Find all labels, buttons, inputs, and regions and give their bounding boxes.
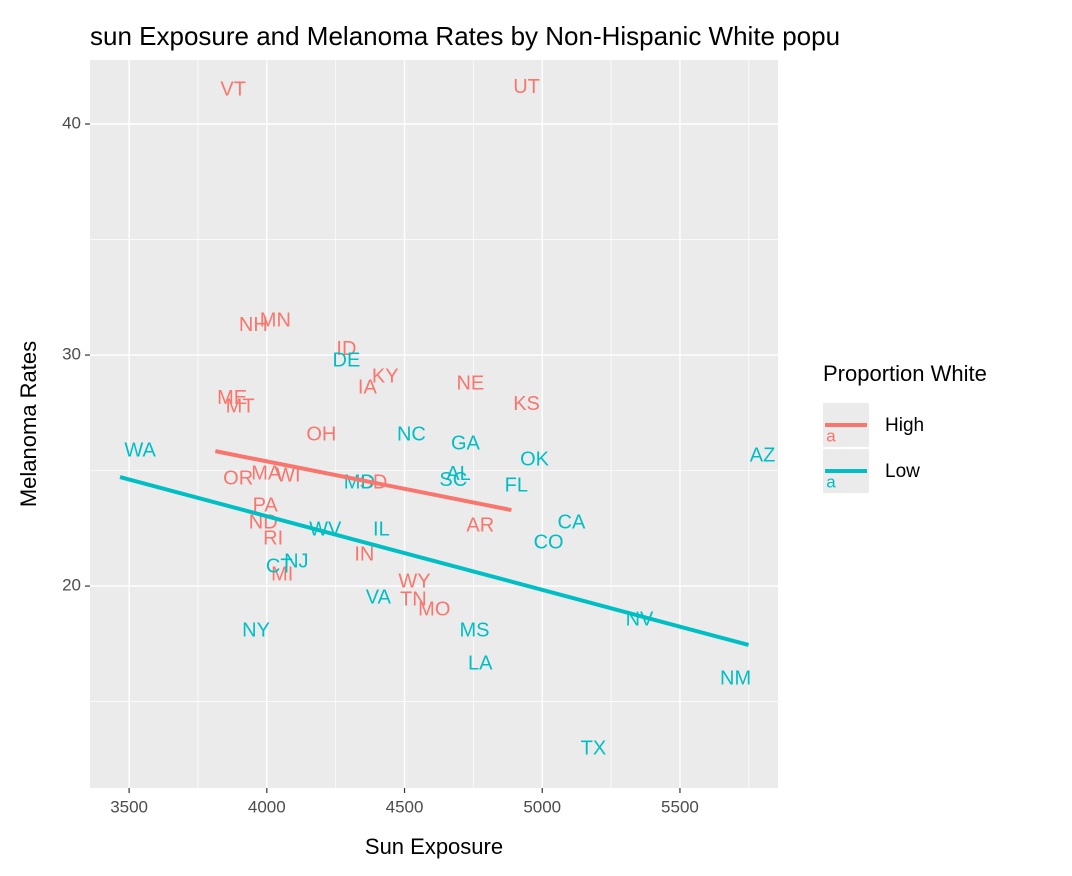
point-label: TX <box>581 737 607 759</box>
x-tick-label: 4000 <box>248 797 286 816</box>
legend-label: High <box>885 415 924 436</box>
point-label: MS <box>459 619 489 641</box>
point-label: NY <box>242 619 270 641</box>
point-label: CA <box>558 511 586 533</box>
point-label: ID <box>336 338 356 360</box>
fit-line <box>214 449 512 513</box>
point-label: SC <box>439 469 467 491</box>
point-label: MO <box>418 598 450 620</box>
y-axis-title: Melanoma Rates <box>16 341 41 507</box>
y-tick-label: 40 <box>62 113 81 132</box>
point-label: UT <box>513 76 540 98</box>
point-label: IN <box>354 543 374 565</box>
legend-glyph: a <box>826 472 836 491</box>
point-label: WI <box>276 464 300 486</box>
point-label: OH <box>306 423 336 445</box>
point-label: ME <box>217 387 247 409</box>
legend-glyph: a <box>826 426 836 445</box>
x-axis-title: Sun Exposure <box>365 834 503 859</box>
chart-title: sun Exposure and Melanoma Rates by Non-H… <box>90 21 840 51</box>
point-label: NM <box>720 667 751 689</box>
point-label: VA <box>366 586 392 608</box>
y-tick-label: 30 <box>62 345 81 364</box>
legend-label: Low <box>885 461 920 482</box>
point-label: LA <box>468 652 493 674</box>
point-label: CT <box>266 555 293 577</box>
plot-panel <box>90 60 778 788</box>
point-label: KS <box>513 393 540 415</box>
point-label: AR <box>466 514 494 536</box>
point-label: KY <box>372 365 399 387</box>
point-label: MA <box>251 462 282 484</box>
point-label: AZ <box>750 444 776 466</box>
point-label: NJ <box>284 550 308 572</box>
legend-title: Proportion White <box>823 361 987 386</box>
point-label: DE <box>333 349 361 371</box>
point-label: WY <box>398 570 430 592</box>
fit-line <box>119 475 750 647</box>
point-label: FL <box>505 474 528 496</box>
point-label: AL <box>446 463 470 485</box>
x-tick-label: 4500 <box>386 797 424 816</box>
x-tick-label: 3500 <box>110 797 148 816</box>
point-label: GA <box>451 432 481 454</box>
point-label: NH <box>239 314 268 336</box>
point-label: CO <box>534 531 564 553</box>
point-label: IL <box>373 518 390 540</box>
point-label: VT <box>220 78 246 100</box>
x-tick-label: 5000 <box>523 797 561 816</box>
point-label: NC <box>397 423 426 445</box>
point-label: IA <box>358 376 378 398</box>
point-label: NE <box>456 372 484 394</box>
point-label: TN <box>400 588 427 610</box>
point-label: PA <box>253 494 279 516</box>
point-label: OK <box>520 448 550 470</box>
x-tick-label: 5500 <box>661 797 699 816</box>
point-label: MI <box>271 563 293 585</box>
point-label: WA <box>124 439 156 461</box>
point-label: MT <box>226 395 255 417</box>
y-tick-label: 20 <box>62 576 81 595</box>
point-label: OR <box>223 467 253 489</box>
point-label: MN <box>260 309 291 331</box>
point-label: RI <box>263 527 283 549</box>
